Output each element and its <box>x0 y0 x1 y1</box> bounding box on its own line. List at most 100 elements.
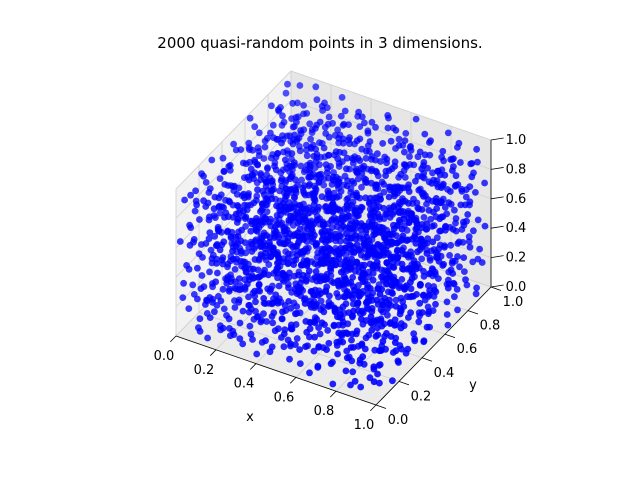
data-point <box>343 154 351 162</box>
data-point <box>325 302 333 309</box>
data-point <box>366 248 374 255</box>
data-point <box>361 222 368 230</box>
data-point <box>425 308 433 316</box>
data-point <box>289 99 297 107</box>
data-point <box>460 254 468 261</box>
data-point <box>362 155 370 162</box>
data-point <box>432 300 439 308</box>
data-point <box>236 319 244 327</box>
data-point <box>280 278 288 285</box>
data-point <box>402 349 410 357</box>
data-point <box>287 340 294 348</box>
data-point <box>302 318 310 325</box>
data-point <box>268 300 276 308</box>
data-point <box>268 343 276 351</box>
data-point <box>272 223 279 231</box>
data-point <box>285 284 292 292</box>
data-point <box>378 224 386 231</box>
data-point <box>481 222 489 230</box>
data-point <box>431 286 438 294</box>
data-point <box>348 255 355 263</box>
data-point <box>325 151 332 159</box>
data-point <box>324 327 332 334</box>
data-point <box>341 273 348 281</box>
data-point <box>411 233 418 241</box>
data-point <box>239 307 247 315</box>
y-axis-label: y <box>469 378 477 393</box>
data-point <box>280 330 288 338</box>
data-point <box>261 143 269 151</box>
data-point <box>264 164 271 172</box>
y-tick-label: 0.6 <box>457 342 478 357</box>
data-point <box>303 141 310 149</box>
data-point <box>402 251 410 258</box>
data-point <box>394 357 402 365</box>
data-point <box>221 214 228 221</box>
data-point <box>420 192 427 200</box>
data-point <box>257 176 265 184</box>
data-point <box>456 263 463 271</box>
chart-title: 2000 quasi-random points in 3 dimensions… <box>157 34 483 52</box>
data-point <box>383 267 391 275</box>
data-point <box>219 285 227 293</box>
data-point <box>286 162 294 170</box>
data-point <box>420 267 427 275</box>
data-point <box>474 158 481 166</box>
data-point <box>259 238 267 246</box>
data-point <box>296 82 304 89</box>
data-point <box>291 285 299 293</box>
data-point <box>391 162 399 170</box>
data-point <box>307 288 315 295</box>
data-point <box>278 182 286 190</box>
data-point <box>345 212 353 220</box>
data-point <box>443 298 451 306</box>
data-point <box>207 246 215 254</box>
data-point <box>192 187 200 195</box>
data-point <box>251 292 259 300</box>
data-point <box>303 262 311 269</box>
data-point <box>417 235 425 243</box>
data-point <box>454 253 461 260</box>
z-tick-label: 1.0 <box>506 133 527 148</box>
data-point <box>386 206 394 214</box>
data-point <box>420 272 428 280</box>
data-point <box>294 232 301 240</box>
data-point <box>357 383 365 391</box>
data-point <box>312 268 320 275</box>
data-point <box>339 222 347 230</box>
data-point <box>325 339 333 347</box>
data-point <box>355 108 362 116</box>
x-tick-mark <box>209 349 217 356</box>
data-point <box>219 260 227 268</box>
data-point <box>438 184 445 192</box>
x-axis-line <box>175 335 377 406</box>
data-point <box>319 231 327 238</box>
data-point <box>261 191 268 199</box>
x-tick-label: 0.0 <box>154 349 175 364</box>
data-point <box>390 225 398 233</box>
data-point <box>255 280 263 288</box>
data-point <box>363 299 371 306</box>
data-point <box>237 146 245 154</box>
data-point <box>347 381 354 389</box>
data-point <box>398 225 406 233</box>
data-point <box>400 303 408 310</box>
data-point <box>257 170 265 177</box>
data-point <box>254 186 261 194</box>
data-point <box>382 236 390 244</box>
data-point <box>280 227 288 235</box>
data-point <box>317 297 325 305</box>
data-point <box>418 255 426 263</box>
data-point <box>196 315 204 323</box>
data-point <box>392 303 400 310</box>
data-point <box>372 167 380 175</box>
data-point <box>421 130 429 138</box>
axis-lines <box>175 140 492 406</box>
data-point <box>297 285 305 292</box>
data-point <box>311 231 318 239</box>
data-point <box>297 162 305 170</box>
data-point <box>481 179 488 187</box>
data-point <box>237 237 245 245</box>
data-point <box>379 140 387 147</box>
